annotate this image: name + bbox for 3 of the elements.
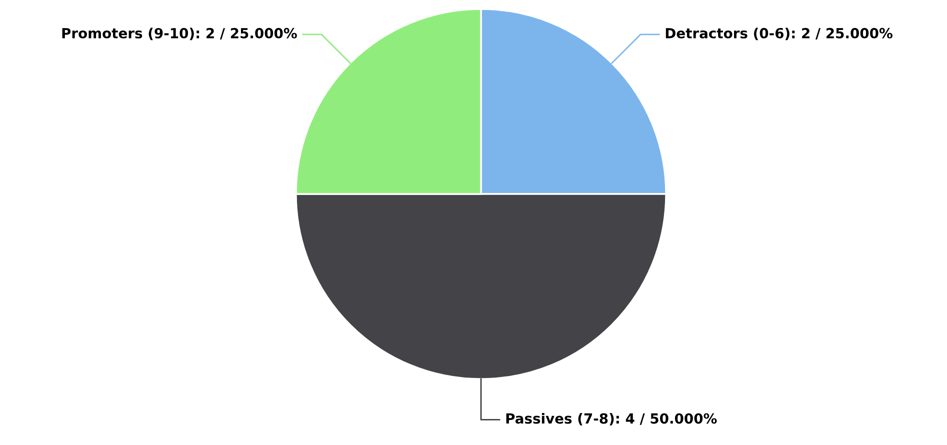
slice-label: Promoters (9-10): 2 / 25.000% <box>62 28 297 40</box>
slice-label: Detractors (0-6): 2 / 25.000% <box>666 28 892 40</box>
slice-label: Passives (7-8): 4 / 50.000% <box>506 412 717 426</box>
